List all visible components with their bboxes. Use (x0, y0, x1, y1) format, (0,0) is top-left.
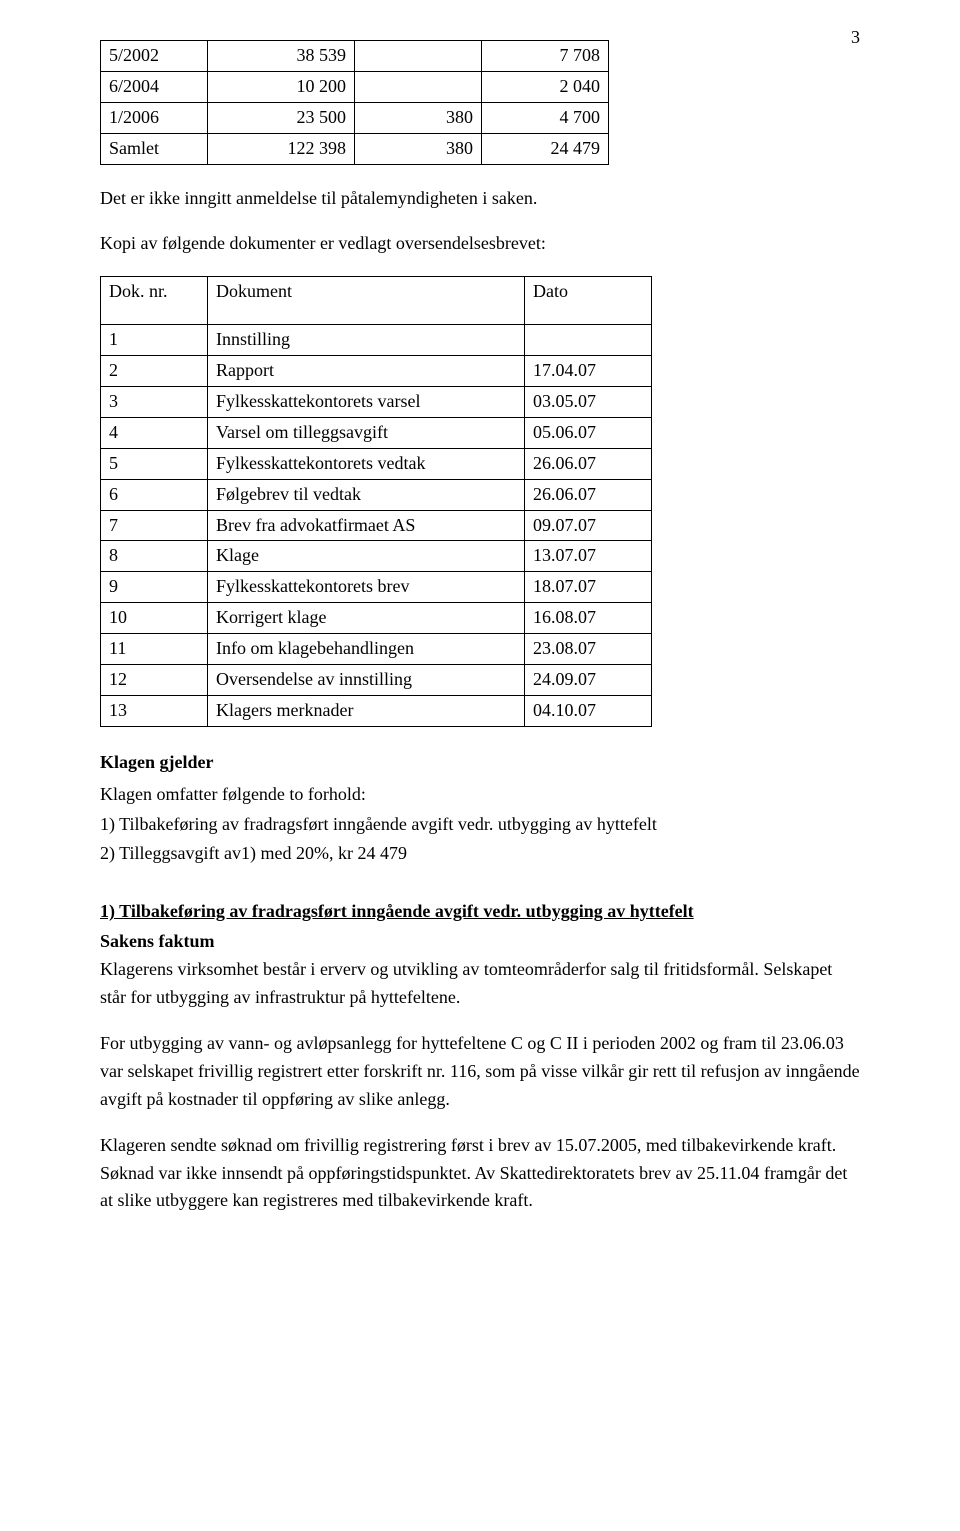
table-cell: Fylkesskattekontorets vedtak (208, 448, 525, 479)
table-cell: 13 (101, 695, 208, 726)
table-row: 4Varsel om tilleggsavgift05.06.07 (101, 417, 652, 448)
table-row: 7Brev fra advokatfirmaet AS09.07.07 (101, 510, 652, 541)
table-header-cell: Dato (525, 277, 652, 325)
table-cell: 4 (101, 417, 208, 448)
table-cell: 09.07.07 (525, 510, 652, 541)
table-cell (525, 325, 652, 356)
table-cell: 5/2002 (101, 41, 208, 72)
table-cell: Samlet (101, 133, 208, 164)
table-cell: 1 (101, 325, 208, 356)
table-row: 5/200238 539 7 708 (101, 41, 609, 72)
table-cell: 7 (101, 510, 208, 541)
table-row: 11Info om klagebehandlingen23.08.07 (101, 634, 652, 665)
table-cell: 17.04.07 (525, 356, 652, 387)
table-header-row: Dok. nr. Dokument Dato (101, 277, 652, 325)
table-row: 13Klagers merknader04.10.07 (101, 695, 652, 726)
table-cell: Klage (208, 541, 525, 572)
table-cell: Følgebrev til vedtak (208, 479, 525, 510)
table-cell (355, 41, 482, 72)
table-cell: Innstilling (208, 325, 525, 356)
table-row: 12Oversendelse av innstilling24.09.07 (101, 665, 652, 696)
table-row: 3Fylkesskattekontorets varsel03.05.07 (101, 387, 652, 418)
table-row: 6/200410 200 2 040 (101, 71, 609, 102)
table-row: 2Rapport17.04.07 (101, 356, 652, 387)
paragraph: 2) Tilleggsavgift av1) med 20%, kr 24 47… (100, 840, 860, 868)
table-header-cell: Dok. nr. (101, 277, 208, 325)
table-cell: 3 (101, 387, 208, 418)
table-row: 8Klage13.07.07 (101, 541, 652, 572)
table-row: 10Korrigert klage16.08.07 (101, 603, 652, 634)
table-cell: Klagers merknader (208, 695, 525, 726)
table-row: 9Fylkesskattekontorets brev18.07.07 (101, 572, 652, 603)
table-cell: 11 (101, 634, 208, 665)
table-cell: 38 539 (208, 41, 355, 72)
table-cell: Rapport (208, 356, 525, 387)
page-number: 3 (851, 24, 860, 52)
document-page: 3 5/200238 5397 7086/200410 2002 0401/20… (0, 0, 960, 1531)
table-cell: 380 (355, 133, 482, 164)
table-cell: 05.06.07 (525, 417, 652, 448)
table-cell: 10 (101, 603, 208, 634)
table-cell: 4 700 (482, 102, 609, 133)
table-cell: Fylkesskattekontorets brev (208, 572, 525, 603)
table-cell: 6 (101, 479, 208, 510)
table-cell: 13.07.07 (525, 541, 652, 572)
paragraph: Klagen omfatter følgende to forhold: (100, 781, 860, 809)
table-cell: 2 040 (482, 71, 609, 102)
table-cell: 380 (355, 102, 482, 133)
table-cell: 1/2006 (101, 102, 208, 133)
table-cell: Info om klagebehandlingen (208, 634, 525, 665)
table-row: 1Innstilling (101, 325, 652, 356)
table-cell: 03.05.07 (525, 387, 652, 418)
table-cell: 6/2004 (101, 71, 208, 102)
table-cell: 122 398 (208, 133, 355, 164)
table-cell: 8 (101, 541, 208, 572)
table-cell: Oversendelse av innstilling (208, 665, 525, 696)
table-cell: 12 (101, 665, 208, 696)
table-cell: 26.06.07 (525, 479, 652, 510)
table-cell: 7 708 (482, 41, 609, 72)
table-cell: Varsel om tilleggsavgift (208, 417, 525, 448)
paragraph: For utbygging av vann- og avløpsanlegg f… (100, 1030, 860, 1114)
paragraph: 1) Tilbakeføring av fradragsført inngåen… (100, 811, 860, 839)
summary-table: 5/200238 5397 7086/200410 2002 0401/2006… (100, 40, 609, 165)
table-cell: 04.10.07 (525, 695, 652, 726)
table-row: 1/200623 5003804 700 (101, 102, 609, 133)
heading-section-1: 1) Tilbakeføring av fradragsført inngåen… (100, 898, 860, 926)
paragraph: Kopi av følgende dokumenter er vedlagt o… (100, 230, 860, 258)
table-cell: Fylkesskattekontorets varsel (208, 387, 525, 418)
table-row: Samlet122 39838024 479 (101, 133, 609, 164)
table-header-cell: Dokument (208, 277, 525, 325)
table-cell: 10 200 (208, 71, 355, 102)
table-cell (355, 71, 482, 102)
table-cell: 2 (101, 356, 208, 387)
table-cell: 18.07.07 (525, 572, 652, 603)
heading-sakens-faktum: Sakens faktum (100, 928, 860, 956)
table-cell: 16.08.07 (525, 603, 652, 634)
table-cell: 24 479 (482, 133, 609, 164)
table-cell: Korrigert klage (208, 603, 525, 634)
table-cell: Brev fra advokatfirmaet AS (208, 510, 525, 541)
table-cell: 23 500 (208, 102, 355, 133)
table-cell: 9 (101, 572, 208, 603)
heading-klagen-gjelder: Klagen gjelder (100, 749, 860, 777)
paragraph: Klagerens virksomhet består i erverv og … (100, 956, 860, 1012)
table-cell: 24.09.07 (525, 665, 652, 696)
table-row: 5Fylkesskattekontorets vedtak26.06.07 (101, 448, 652, 479)
table-cell: 5 (101, 448, 208, 479)
table-cell: 26.06.07 (525, 448, 652, 479)
document-list-table: Dok. nr. Dokument Dato 1Innstilling2Rapp… (100, 276, 652, 726)
table-row: 6Følgebrev til vedtak26.06.07 (101, 479, 652, 510)
paragraph: Det er ikke inngitt anmeldelse til påtal… (100, 185, 860, 213)
table-cell: 23.08.07 (525, 634, 652, 665)
paragraph: Klageren sendte søknad om frivillig regi… (100, 1132, 860, 1216)
